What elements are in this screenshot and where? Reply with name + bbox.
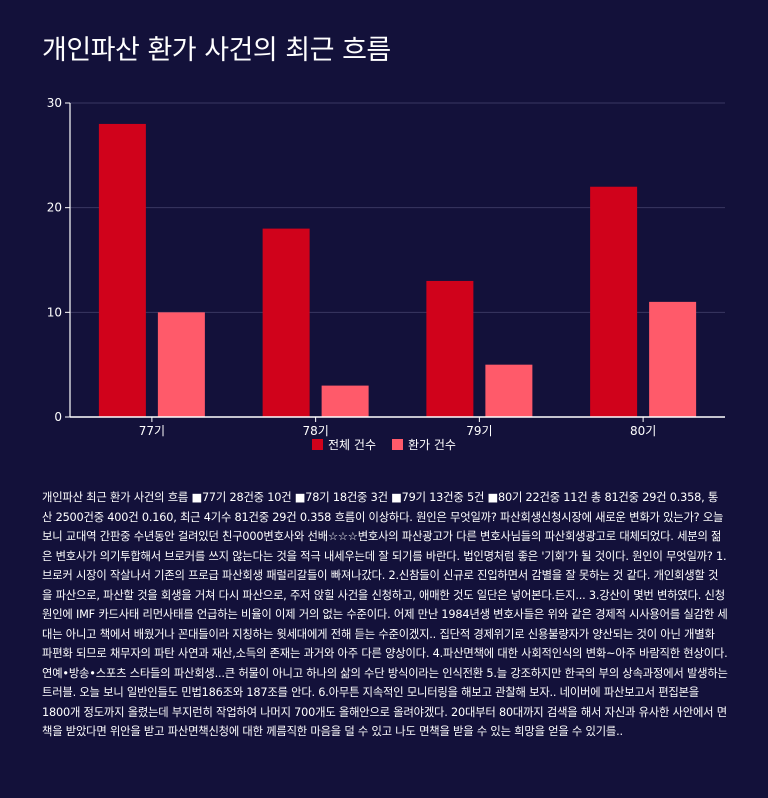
description-text: 개인파산 최근 환가 사건의 흐름 ■77기 28건중 10건 ■78기 18건… — [42, 491, 728, 738]
legend-label-total: 전체 건수 — [328, 438, 376, 452]
bar-liquidation-3 — [649, 301, 697, 417]
x-tick-label: 77기 — [139, 424, 165, 438]
legend-label-liquidation: 환가 건수 — [408, 438, 456, 452]
x-tick-label: 78기 — [302, 424, 328, 438]
y-tick-label: 30 — [47, 96, 62, 110]
y-tick-label: 20 — [47, 201, 62, 215]
axes: 0 10 20 30 77기 78기 79기 80기 — [47, 96, 725, 438]
page-title: 개인파산 환가 사건의 최근 흐름 — [42, 35, 391, 66]
legend-item-total: 전체 건수 — [312, 436, 376, 453]
x-tick-label: 79기 — [466, 424, 492, 438]
bar-total-0 — [98, 123, 146, 417]
bar-liquidation-2 — [485, 364, 533, 417]
bar-chart: 0 10 20 30 77기 78기 79기 80기 — [47, 96, 725, 438]
bar-total-3 — [590, 186, 638, 417]
bar-total-2 — [426, 280, 474, 417]
x-tick-label: 80기 — [630, 424, 656, 438]
legend-swatch-total — [312, 439, 324, 450]
legend-item-liquidation: 환가 건수 — [392, 436, 456, 453]
bar-liquidation-1 — [321, 385, 369, 417]
legend: 전체 건수 환가 건수 — [0, 436, 768, 453]
y-tick-label: 10 — [47, 305, 62, 319]
y-tick-label: 0 — [54, 410, 62, 424]
bar-liquidation-0 — [157, 312, 205, 417]
legend-swatch-liquidation — [392, 439, 403, 450]
bar-total-1 — [262, 228, 310, 417]
bars — [98, 123, 697, 417]
